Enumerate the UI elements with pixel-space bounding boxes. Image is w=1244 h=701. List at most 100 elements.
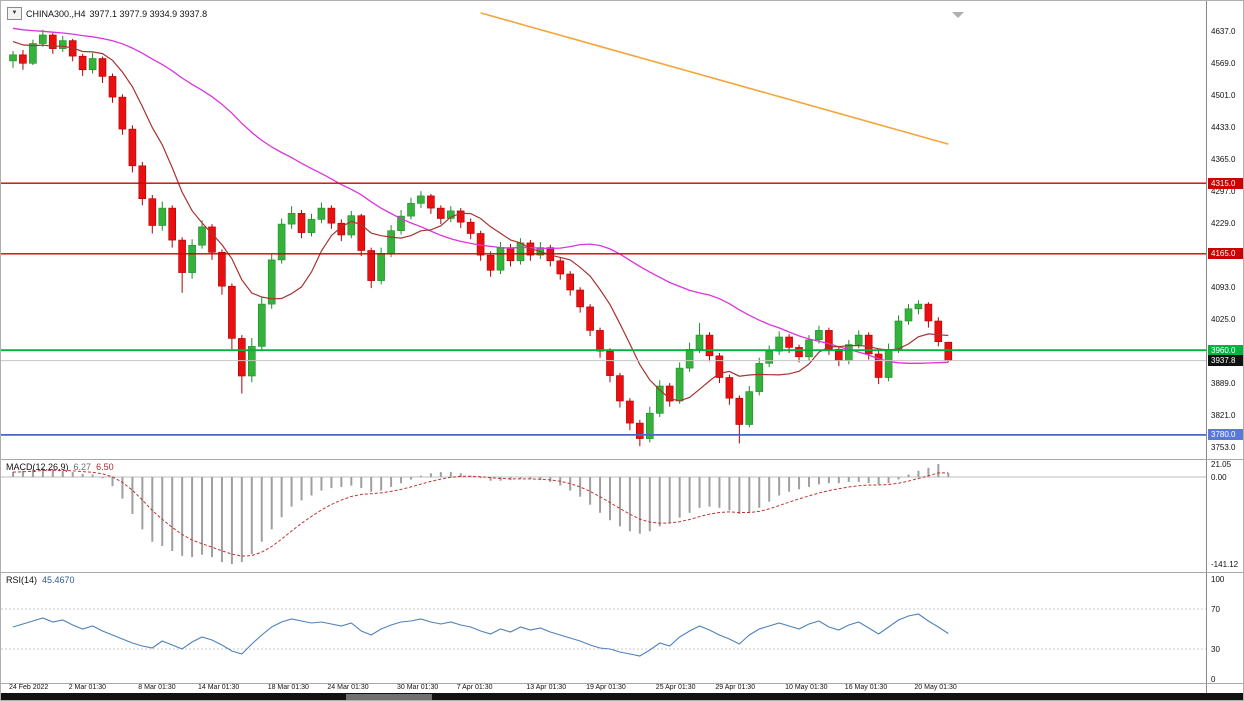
candle-up xyxy=(377,253,385,281)
candle-down xyxy=(98,58,107,77)
macd-name: MACD(12,26,9) xyxy=(6,462,69,472)
candle-down xyxy=(785,336,793,348)
candle-up xyxy=(894,320,903,350)
time-axis-label: 13 Apr 01:30 xyxy=(526,684,567,691)
candle-down xyxy=(148,198,157,226)
rsi-line xyxy=(12,613,949,657)
rsi-indicator-label: RSI(14) 45.4670 xyxy=(6,575,75,585)
trendline[interactable] xyxy=(480,12,949,145)
price-chart-panel[interactable]: ▼ CHINA300.,H4 3977.1 3977.9 3934.9 3937… xyxy=(1,1,1206,459)
rsi-value: 45.4670 xyxy=(42,575,75,585)
active-chart-tab[interactable] xyxy=(346,694,432,700)
candle-down xyxy=(924,303,933,322)
candle-down xyxy=(128,128,137,167)
candle-down xyxy=(367,250,376,281)
time-axis-label: 16 May 01:30 xyxy=(844,684,888,691)
time-axis-label: 25 Apr 01:30 xyxy=(655,684,696,691)
rsi-name: RSI(14) xyxy=(6,575,38,585)
price-axis[interactable]: 4637.0 4569.0 4501.0 4433.0 4365.0 4297.0 4229… xyxy=(1206,1,1243,693)
time-axis-label: 2 Mar 01:30 xyxy=(68,684,107,691)
price-axis-tick: 4365.0 xyxy=(1211,155,1236,165)
price-axis-tick: 4093.0 xyxy=(1211,283,1236,293)
candle-up xyxy=(397,215,405,232)
time-axis-label: 30 Mar 01:30 xyxy=(397,684,439,691)
candle-down xyxy=(616,375,624,402)
candle-up xyxy=(407,203,415,217)
time-axis-label: 10 May 01:30 xyxy=(785,684,828,691)
candle-up xyxy=(158,207,167,226)
candle-up xyxy=(884,348,893,378)
candle-up xyxy=(277,223,286,261)
time-axis-label: 24 Mar 01:30 xyxy=(327,684,369,691)
panel-separator[interactable] xyxy=(1,459,1243,460)
candle-up xyxy=(765,350,774,364)
bottom-tab-bar[interactable] xyxy=(1,693,1243,700)
time-axis-label: 8 Mar 01:30 xyxy=(138,684,176,691)
candle-down xyxy=(218,252,226,287)
candle-down xyxy=(735,397,744,425)
candle-up xyxy=(655,385,664,414)
candle-up xyxy=(287,213,296,225)
candle-down xyxy=(944,341,953,362)
candle-down xyxy=(208,226,216,253)
candle-up xyxy=(248,346,256,377)
candle-down xyxy=(825,330,833,350)
candle-down xyxy=(427,195,435,209)
candle-down xyxy=(665,385,674,402)
candle-up xyxy=(844,344,853,361)
price-level-badge: 4315.0 xyxy=(1208,177,1243,189)
candle-up xyxy=(307,219,316,233)
candle-up xyxy=(317,207,326,220)
candle-down xyxy=(596,330,604,352)
candle-down xyxy=(78,55,87,71)
chart-legend: ▼ CHINA300.,H4 3977.1 3977.9 3934.9 3937… xyxy=(7,7,207,20)
candle-up xyxy=(347,215,356,236)
candle-up xyxy=(188,245,196,273)
price-axis-tick: 4297.0 xyxy=(1211,187,1236,197)
panel-separator[interactable] xyxy=(1,572,1243,573)
macd-axis-label: 0.00 xyxy=(1211,472,1227,482)
rsi-indicator-panel[interactable] xyxy=(1,572,1206,683)
candle-down xyxy=(556,260,565,275)
price-axis-tick: 4229.0 xyxy=(1211,219,1236,229)
candle-down xyxy=(874,353,883,378)
macd-axis-label: -141.12 xyxy=(1211,559,1239,569)
candle-down xyxy=(19,54,27,64)
candle-down xyxy=(705,334,714,357)
candle-up xyxy=(815,330,823,341)
candle-up xyxy=(198,226,206,246)
price-chart-canvas[interactable] xyxy=(1,1,1206,459)
candle-down xyxy=(934,320,943,343)
time-axis[interactable]: 24 Feb 2022 2 Mar 01:30 8 Mar 01:30 14 Mar … xyxy=(1,683,1206,693)
symbol-dropdown-button[interactable]: ▼ xyxy=(7,7,22,20)
candle-up xyxy=(645,412,654,439)
macd-indicator-panel[interactable] xyxy=(1,459,1206,572)
price-axis-tick: 4637.0 xyxy=(1211,27,1236,37)
candle-down xyxy=(576,289,584,308)
candle-down xyxy=(357,215,366,251)
macd-indicator-label: MACD(12,26,9) 6.27 6.50 xyxy=(6,462,114,472)
chart-shift-marker[interactable] xyxy=(952,12,964,18)
price-axis-tick: 4433.0 xyxy=(1211,123,1236,133)
price-axis-tick: 3753.0 xyxy=(1211,443,1236,453)
candle-down xyxy=(228,285,236,339)
candle-down xyxy=(715,355,724,378)
chart-symbol-timeframe: CHINA300.,H4 xyxy=(26,8,86,19)
price-level-badge: 4165.0 xyxy=(1208,248,1243,260)
candle-down xyxy=(626,400,634,424)
rsi-axis-label: 100 xyxy=(1211,574,1225,584)
candle-down xyxy=(138,165,147,200)
candle-up xyxy=(914,303,923,310)
time-axis-label: 24 Feb 2022 xyxy=(9,684,49,691)
candle-up xyxy=(88,58,97,71)
price-axis-tick: 3889.0 xyxy=(1211,379,1236,389)
candle-up xyxy=(854,334,863,345)
candle-up xyxy=(904,308,913,322)
candle-up xyxy=(805,339,813,358)
macd-signal-value: 6.50 xyxy=(96,462,114,472)
rsi-canvas[interactable] xyxy=(1,572,1206,683)
candle-up xyxy=(417,195,425,204)
candle-up xyxy=(29,43,37,64)
candle-down xyxy=(436,207,445,219)
macd-canvas[interactable] xyxy=(1,459,1206,572)
